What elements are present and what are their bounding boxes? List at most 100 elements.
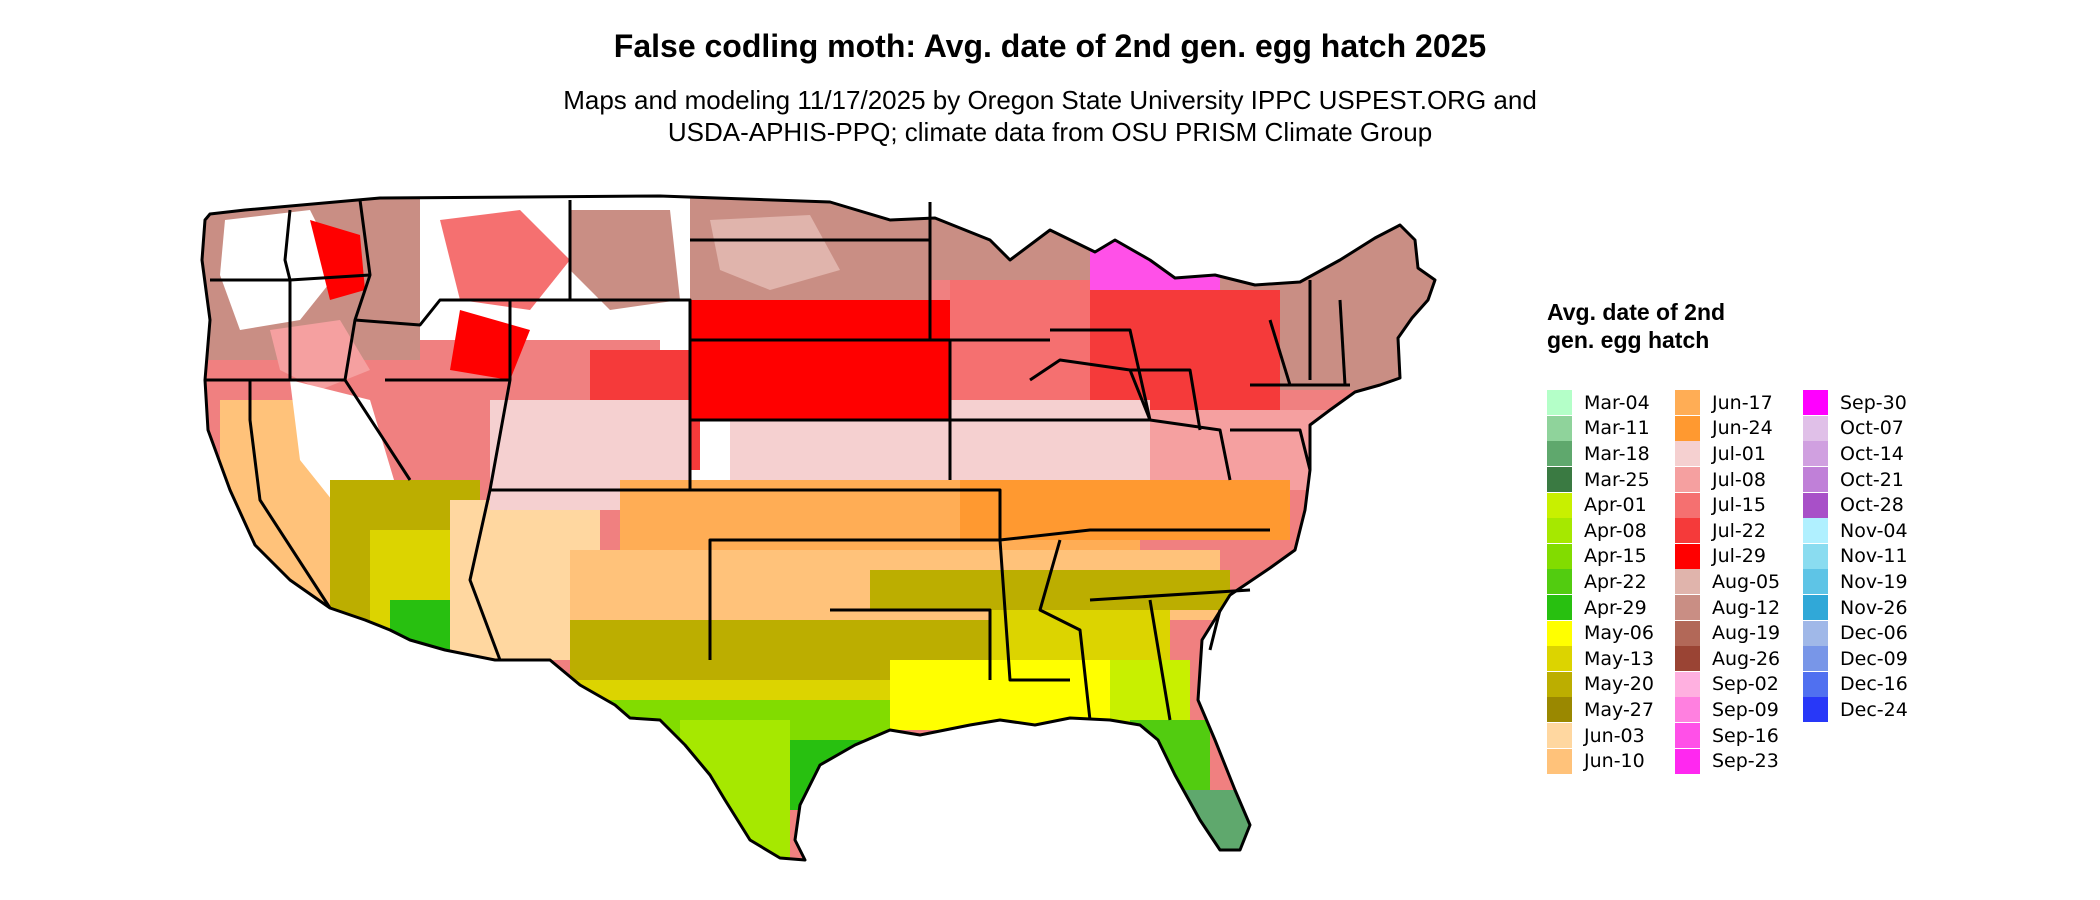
legend-item: Oct-28 [1803,492,1908,518]
legend-swatch [1803,671,1828,697]
legend-label: Dec-06 [1840,622,1908,645]
legend-label: Sep-02 [1712,673,1779,696]
legend-label: Sep-09 [1712,698,1779,721]
legend-item: Jul-22 [1675,518,1780,544]
legend-item: Sep-02 [1675,671,1780,698]
legend-swatch [1675,543,1700,569]
legend-item: Sep-30 [1803,390,1908,416]
legend-item: Sep-16 [1675,723,1780,749]
legend-item: Sep-23 [1675,748,1780,774]
legend-swatch [1675,620,1700,646]
legend-label: Jul-08 [1712,468,1766,491]
legend-label: Aug-19 [1712,622,1781,645]
legend-item: Aug-19 [1675,620,1780,646]
legend-swatch [1803,595,1828,621]
legend-item: Aug-26 [1675,646,1780,672]
legend-item: Mar-25 [1547,467,1654,493]
legend-swatch [1547,415,1572,441]
legend-label: Oct-28 [1840,494,1904,517]
legend-item: May-13 [1547,646,1654,672]
legend-swatch [1547,492,1572,518]
legend-swatch [1675,569,1700,595]
legend-item: Dec-09 [1803,646,1908,672]
legend-item: Oct-21 [1803,467,1908,493]
legend-label: Jul-22 [1712,519,1766,542]
legend-swatch [1547,646,1572,672]
legend-swatch [1675,415,1700,441]
legend-column-1: Mar-04 Mar-11 Mar-18 Mar-25 Apr-01 Apr-08 Apr-… [1547,390,1654,774]
legend-item: Mar-18 [1547,441,1654,467]
legend-item: Jul-08 [1675,467,1780,493]
map-subtitle-line-2: USDA-APHIS-PPQ; climate data from OSU PR… [667,117,1433,147]
legend-swatch [1675,748,1700,774]
legend-swatch [1675,492,1700,518]
legend-swatch [1803,569,1828,595]
legend-item: Jun-17 [1675,390,1780,416]
legend-label: Aug-12 [1712,596,1781,619]
legend-swatch [1547,390,1572,416]
legend-item: Nov-11 [1803,543,1908,570]
legend-label: Mar-18 [1584,442,1650,465]
legend-label: Sep-30 [1840,391,1907,414]
legend-item: Apr-22 [1547,569,1654,595]
legend-item: Jul-01 [1675,441,1780,467]
legend-label: Mar-25 [1584,468,1650,491]
legend-label: May-20 [1584,673,1654,696]
legend-item: Nov-26 [1803,595,1908,621]
legend-swatch [1547,620,1572,646]
legend-label: Sep-16 [1712,724,1779,747]
legend-item: Apr-29 [1547,595,1654,621]
legend-column-2: Jun-17 Jun-24 Jul-01 Jul-08 Jul-15 Jul-22 Jul-… [1675,390,1780,774]
legend-label: Jun-03 [1584,724,1645,747]
legend-swatch [1803,467,1828,493]
legend-swatch [1547,748,1572,774]
legend-swatch [1675,723,1700,749]
legend-label: Dec-24 [1840,698,1908,721]
legend-item: Mar-11 [1547,415,1654,442]
legend-label: Aug-26 [1712,647,1781,670]
legend-label: Oct-07 [1840,417,1904,440]
legend-column-3: Sep-30 Oct-07 Oct-14 Oct-21 Oct-28 Nov-04 Nov-… [1803,390,1908,723]
legend-swatch [1803,492,1828,518]
legend-swatch [1547,595,1572,621]
legend-item: Dec-24 [1803,697,1908,723]
legend-item: Oct-07 [1803,415,1908,442]
legend-swatch [1675,467,1700,493]
legend-swatch [1547,723,1572,749]
legend-label: Mar-11 [1584,417,1650,440]
legend-swatch [1675,390,1700,416]
legend-item: Apr-15 [1547,543,1654,570]
legend-label: Apr-22 [1584,570,1647,593]
legend-label: Jun-24 [1712,417,1773,440]
legend-swatch [1547,441,1572,467]
legend-label: Nov-04 [1840,519,1908,542]
legend-item: May-06 [1547,620,1654,646]
legend-swatch [1547,543,1572,569]
legend-swatch [1803,441,1828,467]
legend-label: Apr-15 [1584,545,1647,568]
legend-label: Dec-09 [1840,647,1908,670]
legend-label: Apr-01 [1584,494,1647,517]
legend-label: Jun-10 [1584,750,1645,773]
legend-label: Mar-04 [1584,391,1650,414]
legend-item: Jul-15 [1675,492,1780,518]
legend-label: Oct-14 [1840,442,1904,465]
legend-item: Apr-08 [1547,518,1654,544]
legend-swatch [1547,518,1572,544]
legend-item: May-20 [1547,671,1654,698]
legend-swatch [1547,467,1572,493]
legend-item: Sep-09 [1675,697,1780,723]
legend-item: Mar-04 [1547,390,1654,416]
legend-label: Jul-01 [1712,442,1766,465]
legend-swatch [1675,595,1700,621]
legend-swatch [1675,671,1700,697]
legend-swatch [1803,620,1828,646]
hatch-date-raster [202,196,1435,860]
legend-label: Oct-21 [1840,468,1904,491]
legend-label: Jul-15 [1712,494,1766,517]
legend-label: Jun-17 [1712,391,1773,414]
legend-swatch [1803,543,1828,569]
legend-label: Apr-29 [1584,596,1647,619]
legend-swatch [1803,415,1828,441]
legend-label: Apr-08 [1584,519,1647,542]
